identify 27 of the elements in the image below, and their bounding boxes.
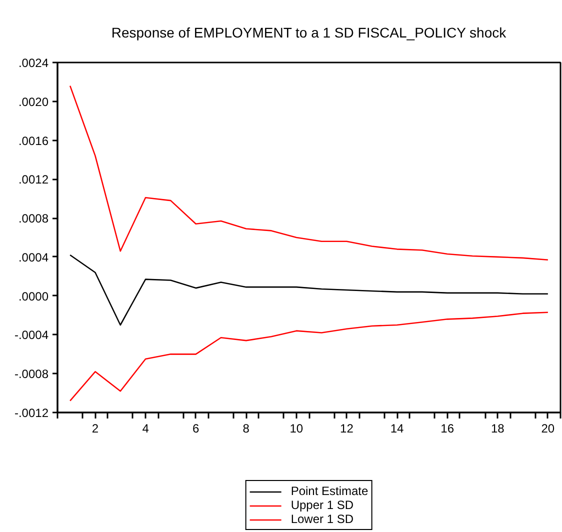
x-tick-label: 14: [390, 422, 404, 436]
y-tick-label: .0004: [18, 250, 49, 264]
y-tick-label: -.0004: [14, 328, 49, 342]
chart-title: Response of EMPLOYMENT to a 1 SD FISCAL_POLICY shock: [111, 24, 508, 40]
y-tick-label: .0000: [18, 289, 49, 304]
x-tick-label: 12: [340, 422, 354, 436]
y-tick-label: .0024: [18, 56, 49, 70]
y-tick-label: .0012: [18, 172, 49, 187]
x-tick-label: 16: [440, 422, 454, 436]
x-tick-label: 10: [290, 422, 304, 436]
legend-label: Upper 1 SD: [290, 498, 354, 512]
y-tick-label: .0008: [18, 212, 49, 226]
line-series: [69, 312, 549, 402]
line-series: [69, 85, 549, 261]
x-tick-label: 20: [541, 422, 555, 436]
y-tick-label: .0020: [18, 94, 49, 109]
y-tick-label: -.0012: [14, 406, 49, 420]
x-tick-label: 6: [192, 422, 200, 436]
x-tick-label: 18: [490, 422, 505, 436]
x-tick-label: 8: [242, 422, 250, 436]
x-tick-label: 2: [92, 422, 99, 436]
legend-label: Point Estimate: [290, 484, 368, 498]
y-tick-label: .0016: [18, 134, 49, 148]
y-tick-label: -.0008: [14, 367, 49, 382]
x-tick-label: 4: [142, 422, 150, 436]
line-series: [69, 254, 549, 326]
legend-label: Lower 1 SD: [290, 512, 354, 526]
